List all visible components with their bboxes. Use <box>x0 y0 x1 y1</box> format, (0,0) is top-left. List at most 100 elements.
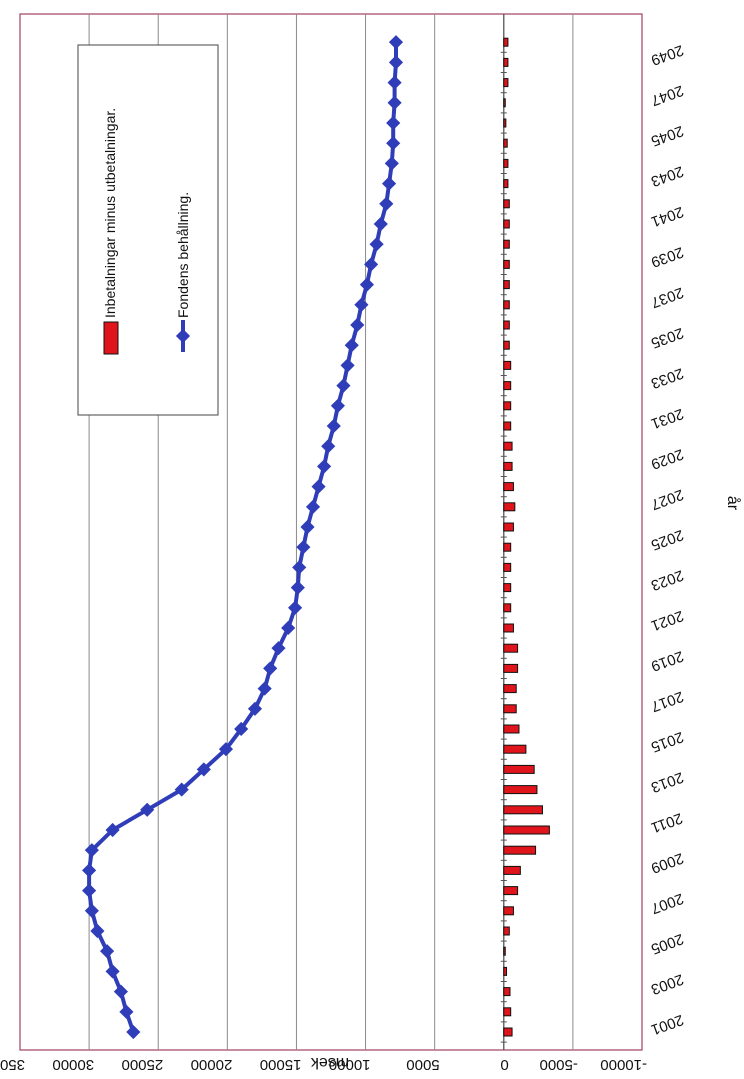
bar <box>503 78 509 88</box>
bar <box>503 845 537 855</box>
value-tick-label: -10000 <box>600 1056 647 1073</box>
line-point <box>369 237 384 252</box>
bar <box>503 320 510 330</box>
value-tick-label: 35000 <box>0 1056 25 1073</box>
bar <box>503 724 520 734</box>
year-label: 2049 <box>649 41 686 68</box>
bar <box>503 805 543 815</box>
bar <box>503 603 512 613</box>
bar <box>503 98 506 108</box>
line-point <box>105 822 120 838</box>
line-point <box>174 782 189 797</box>
line-point <box>288 600 303 615</box>
bar <box>503 340 510 350</box>
year-label: 2001 <box>649 1011 686 1038</box>
year-axis-labels: 2001 2003 2005 2007 2009 2011 2013 2015 2017 2019… <box>649 41 686 1038</box>
bar <box>503 865 521 875</box>
line-point <box>296 540 311 555</box>
bar <box>503 37 509 47</box>
year-label: 2035 <box>649 324 686 351</box>
value-tick-label: 5000 <box>406 1056 439 1073</box>
year-label: 2047 <box>649 82 686 109</box>
bar <box>503 259 510 269</box>
bar <box>503 623 514 633</box>
year-label: 2031 <box>649 405 686 432</box>
bar <box>503 886 519 896</box>
line-point <box>113 984 128 999</box>
bar <box>503 1007 512 1017</box>
bar <box>503 542 512 552</box>
year-label: 2021 <box>649 607 686 634</box>
bar <box>503 381 512 391</box>
value-tick-label: 25000 <box>122 1056 164 1073</box>
bar <box>503 966 508 976</box>
line-point <box>105 964 120 979</box>
value-tick-label: 20000 <box>191 1056 233 1073</box>
bar <box>503 663 519 673</box>
line-point <box>257 681 272 696</box>
bar <box>503 280 510 290</box>
legend-item-line: Fondens behållning. <box>175 192 191 352</box>
bar <box>503 926 510 936</box>
value-tick-label: 15000 <box>260 1056 302 1073</box>
bar <box>503 583 512 593</box>
line-point <box>359 277 374 292</box>
year-label: 2013 <box>649 768 686 795</box>
bar <box>503 906 514 916</box>
line-point <box>317 459 332 474</box>
year-label: 2043 <box>649 162 686 189</box>
bar <box>503 764 535 774</box>
line-point <box>386 115 401 131</box>
legend-bar-swatch <box>103 321 119 355</box>
year-label: 2039 <box>649 243 686 270</box>
value-tick-label: -5000 <box>540 1056 578 1073</box>
year-label: 2009 <box>649 849 686 876</box>
line-point <box>305 499 321 514</box>
bar <box>503 179 509 189</box>
bar <box>503 1027 513 1037</box>
line-point <box>82 883 97 898</box>
value-tick-label: 30000 <box>52 1056 94 1073</box>
line-point <box>311 479 326 494</box>
line-point <box>330 398 345 413</box>
year-label: 2041 <box>649 203 686 230</box>
line-point <box>290 580 305 595</box>
legend-label-line: Fondens behållning. <box>175 192 191 318</box>
line-point <box>140 802 155 817</box>
line-point <box>84 903 99 918</box>
year-label: 2015 <box>649 728 686 755</box>
legend-line-marker <box>175 328 191 344</box>
line-point <box>292 560 307 575</box>
y-axis-title: msek <box>310 1054 349 1071</box>
line-point <box>364 257 379 272</box>
year-label: 2033 <box>649 364 686 391</box>
value-tick-label: 10000 <box>329 1056 371 1073</box>
bar <box>503 684 517 694</box>
line-point <box>336 378 351 393</box>
year-label: 2029 <box>649 445 686 472</box>
line-point <box>381 176 397 191</box>
legend-item-bars: Inbetalningar minus utbetalningar. <box>102 108 119 355</box>
year-label: 2007 <box>649 890 686 917</box>
year-label: 2025 <box>649 526 686 553</box>
line-point <box>271 641 286 656</box>
line-point <box>379 196 394 211</box>
bar <box>503 946 506 956</box>
line-point <box>350 317 365 333</box>
year-label: 2023 <box>649 566 686 593</box>
year-label: 2017 <box>649 688 686 715</box>
bar <box>503 239 510 249</box>
x-axis-title: år <box>724 496 742 511</box>
bar <box>503 138 508 148</box>
year-label: 2045 <box>649 122 686 149</box>
line-point <box>386 136 401 151</box>
year-label: 2019 <box>649 647 686 674</box>
bar-series <box>503 37 550 1037</box>
year-label: 2005 <box>649 930 686 957</box>
year-label: 2027 <box>649 486 686 513</box>
line-point <box>384 156 399 171</box>
bar <box>503 785 538 795</box>
line-point <box>300 519 315 535</box>
legend: Inbetalningar minus utbetalningar. Fonde… <box>77 44 219 416</box>
